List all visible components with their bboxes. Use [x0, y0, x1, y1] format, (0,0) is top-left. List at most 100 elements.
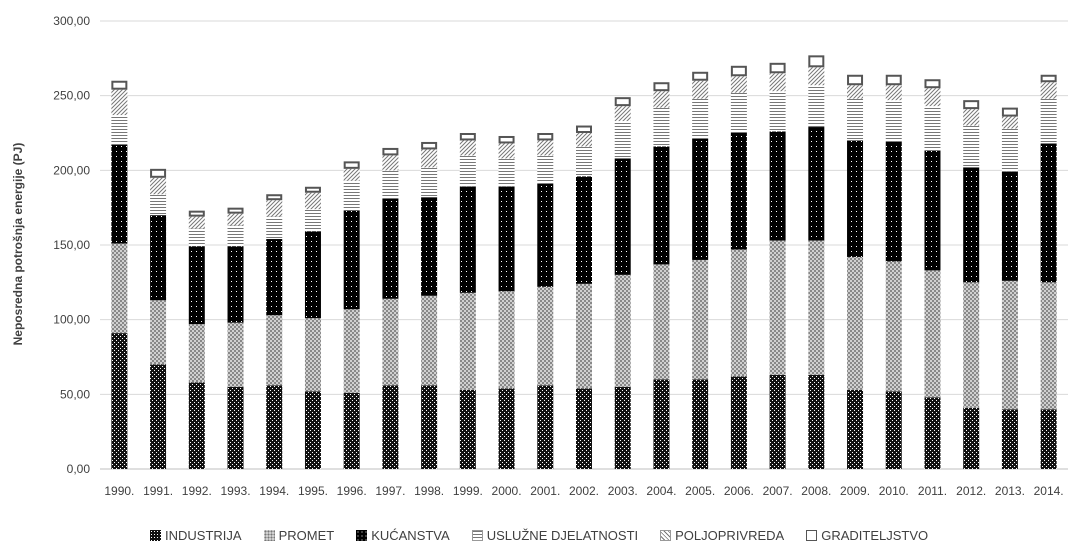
x-tick-label: 2013. [995, 484, 1025, 498]
bar-segment-promet [343, 309, 360, 393]
bar-segment-poljoprivreda [808, 67, 825, 86]
bar-segment-ku-anstva [1001, 171, 1018, 281]
legend-swatch [150, 530, 161, 541]
bar-segment-promet [1001, 280, 1018, 410]
x-tick-label: 1998. [414, 484, 444, 498]
bar-segment-graditeljstvo [769, 62, 786, 74]
bar-segment-promet [924, 270, 941, 398]
bar-segment-industrija [924, 397, 941, 469]
bar-segment-promet [692, 259, 709, 380]
bar-segment-poljoprivreda [343, 168, 360, 181]
bar-segment-uslu-ne-djelatnosti [653, 107, 670, 147]
bar-segment-ku-anstva [653, 146, 670, 265]
bar-segment-industrija [653, 379, 670, 469]
bar-segment-industrija [847, 389, 864, 469]
x-tick-label: 2010. [879, 484, 909, 498]
legend-item-graditeljstvo: GRADITELJSTVO [806, 528, 928, 543]
x-tick-label: 1999. [453, 484, 483, 498]
bar-segment-ku-anstva [459, 186, 476, 293]
bar-segment-poljoprivreda [382, 155, 399, 171]
x-tick-label: 1997. [375, 484, 405, 498]
x-tick-label: 2005. [685, 484, 715, 498]
x-tick-label: 1991. [143, 484, 173, 498]
x-tick-label: 2011. [918, 484, 947, 498]
bar-segment-graditeljstvo [188, 210, 205, 217]
bar-segment-uslu-ne-djelatnosti [1040, 98, 1057, 144]
bar-segment-uslu-ne-djelatnosti [459, 155, 476, 187]
bar-segment-graditeljstvo [692, 71, 709, 81]
bar-segment-poljoprivreda [963, 109, 980, 126]
bar-segment-ku-anstva [382, 198, 399, 299]
y-tick-label: 200,00 [53, 163, 90, 177]
bar-segment-graditeljstvo [459, 133, 476, 141]
bar-segment-industrija [885, 391, 902, 469]
bar-segment-industrija [537, 385, 554, 469]
bar-segment-graditeljstvo [730, 65, 747, 77]
bar-segment-graditeljstvo [614, 97, 631, 107]
legend-swatch [806, 530, 818, 541]
bar-segment-promet [576, 283, 592, 389]
bar-segment-industrija [266, 385, 283, 469]
bar-segment-uslu-ne-djelatnosti [111, 115, 128, 145]
bar-segment-ku-anstva [808, 127, 825, 241]
bar-segment-poljoprivreda [885, 85, 902, 101]
bar-segment-poljoprivreda [769, 73, 786, 92]
bar-segment-promet [769, 240, 786, 375]
bar-segment-industrija [304, 391, 321, 469]
x-axis-ticks: 1990. 1991. 1992. 1993. 1994. 1995. 1996. 1997.… [104, 484, 1063, 498]
bar-segment-promet [963, 282, 980, 408]
bar-segment-poljoprivreda [1040, 82, 1057, 99]
bar-segment-uslu-ne-djelatnosti [188, 228, 205, 247]
legend-label: KUĆANSTVA [371, 528, 450, 543]
x-tick-label: 2002. [569, 484, 599, 498]
bar-segment-graditeljstvo [847, 74, 864, 86]
bar-segment-industrija [1040, 409, 1057, 469]
bar-segment-uslu-ne-djelatnosti [266, 216, 283, 240]
bar-segment-industrija [769, 374, 786, 469]
bar-segment-poljoprivreda [227, 213, 244, 226]
legend-item-promet: PROMET [263, 528, 334, 543]
bar-segment-uslu-ne-djelatnosti [537, 155, 554, 184]
bar-segment-poljoprivreda [304, 192, 321, 210]
x-tick-label: 2003. [608, 484, 638, 498]
bar-segment-graditeljstvo [1040, 74, 1057, 83]
x-tick-label: 1993. [221, 484, 251, 498]
x-tick-label: 2000. [492, 484, 522, 498]
legend-label: INDUSTRIJA [165, 528, 242, 543]
y-tick-label: 300,00 [53, 14, 90, 28]
legend: INDUSTRIJA PROMET KUĆANSTVA USLUŽNE DJELATN… [150, 528, 928, 543]
bar-segment-poljoprivreda [924, 88, 941, 107]
bar-segment-ku-anstva [692, 138, 709, 260]
bar-segment-poljoprivreda [730, 76, 747, 93]
bar-segment-poljoprivreda [847, 85, 864, 99]
bar-segment-graditeljstvo [343, 161, 360, 169]
legend-label: USLUŽNE DJELATNOSTI [486, 528, 639, 543]
x-tick-label: 2001. [530, 484, 560, 498]
bar-segment-ku-anstva [150, 215, 167, 301]
x-tick-label: 2008. [801, 484, 831, 498]
legend-label: GRADITELJSTVO [821, 528, 929, 543]
bar-segment-promet [808, 240, 825, 375]
bar-segment-uslu-ne-djelatnosti [227, 225, 244, 247]
x-tick-label: 2007. [763, 484, 793, 498]
bar-segment-industrija [1001, 409, 1018, 469]
bar-segment-poljoprivreda [653, 91, 670, 108]
legend-swatch [471, 530, 483, 541]
bar-segment-ku-anstva [343, 210, 360, 310]
bar-segment-industrija [963, 407, 980, 469]
bar-segment-ku-anstva [730, 133, 747, 250]
bar-segment-poljoprivreda [498, 143, 515, 159]
bar-segment-ku-anstva [111, 144, 128, 244]
bar-segment-uslu-ne-djelatnosti [924, 106, 941, 151]
bar-segment-industrija [188, 382, 205, 469]
bar-segment-graditeljstvo [963, 100, 980, 110]
bar-segment-poljoprivreda [537, 140, 554, 156]
bar-segment-graditeljstvo [266, 194, 283, 201]
x-tick-label: 1995. [298, 484, 328, 498]
bar-segment-industrija [421, 385, 438, 469]
bar-segment-industrija [498, 388, 515, 469]
y-tick-label: 50,00 [60, 387, 90, 401]
bar-segment-poljoprivreda [692, 80, 709, 99]
legend-item-ku-anstva: KUĆANSTVA [356, 528, 450, 543]
bar-segment-ku-anstva [421, 197, 438, 296]
